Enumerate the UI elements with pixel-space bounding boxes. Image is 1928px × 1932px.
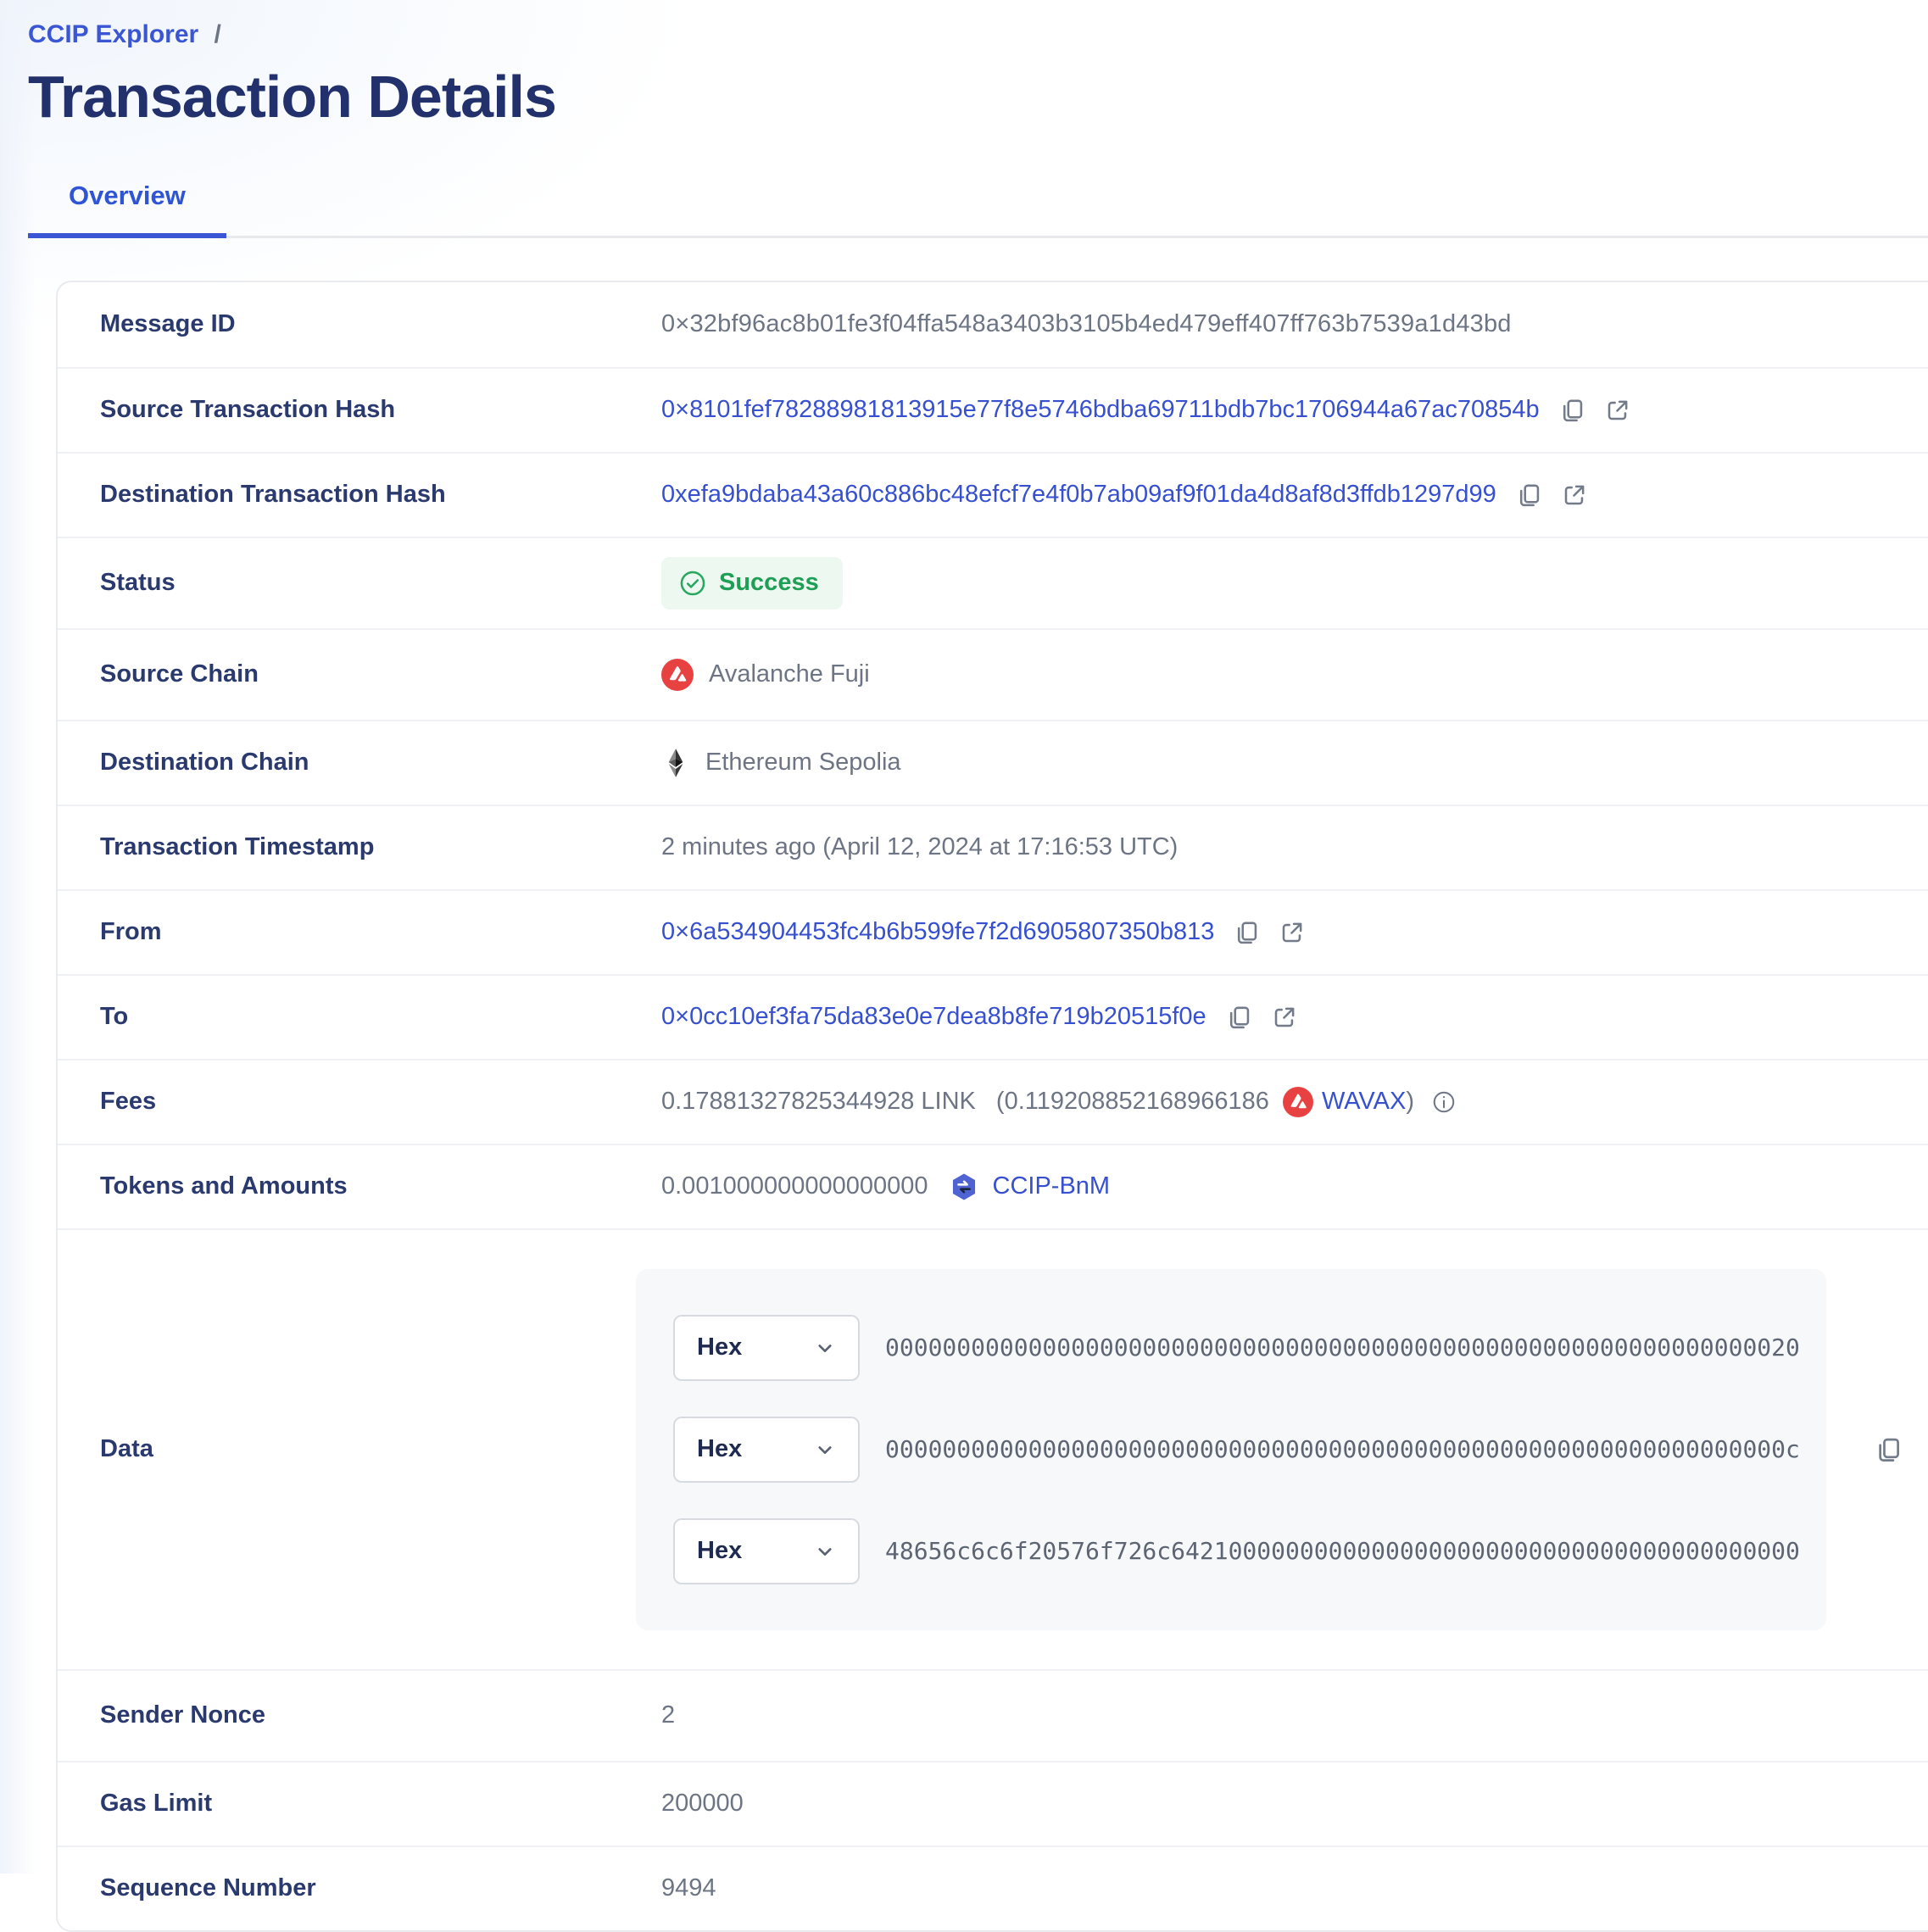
data-line: Hex 000000000000000000000000000000000000…: [673, 1314, 1800, 1381]
fees-close-paren: ): [1406, 1088, 1414, 1115]
data-hex-line: 48656c6c6f20576f726c64210000000000000000…: [885, 1537, 1800, 1565]
tab-bar: Overview: [28, 181, 1928, 238]
to-address-link[interactable]: 0×0cc10ef3fa75da83e0e7dea8b8fe719b20515f…: [661, 1003, 1206, 1030]
to-label: To: [100, 1003, 129, 1030]
external-link-icon[interactable]: [1271, 1004, 1298, 1031]
row-dest-chain: Destination Chain Ethereum Sepolia: [58, 719, 1928, 805]
breadcrumb: CCIP Explorer /: [28, 20, 1928, 49]
copy-icon[interactable]: [1515, 482, 1542, 509]
dest-tx-hash-link[interactable]: 0xefa9bdaba43a60c886bc48efcf7e4f0b7ab09a…: [661, 481, 1496, 508]
fees-wavax-amount: 0.119208852168966186: [1004, 1088, 1269, 1115]
copy-icon[interactable]: [1233, 919, 1260, 946]
ccip-bnm-token-icon: [949, 1172, 979, 1202]
breadcrumb-separator: /: [214, 20, 221, 48]
row-timestamp: Transaction Timestamp 2 minutes ago (Apr…: [58, 804, 1928, 889]
row-gas-limit: Gas Limit 200000: [58, 1760, 1928, 1846]
sequence-number-value: 9494: [661, 1874, 716, 1901]
row-message-id: Message ID 0×32bf96ac8b01fe3f04ffa548a34…: [58, 282, 1928, 367]
source-tx-hash-label: Source Transaction Hash: [100, 396, 396, 423]
external-link-icon[interactable]: [1604, 397, 1631, 424]
fees-link-amount: 0.17881327825344928 LINK: [661, 1088, 976, 1115]
row-source-chain: Source Chain Avalanche Fuji: [58, 627, 1928, 720]
dest-chain: Ethereum Sepolia: [661, 747, 901, 779]
external-link-icon[interactable]: [1279, 919, 1306, 946]
data-format-select[interactable]: Hex: [673, 1314, 860, 1381]
check-circle-icon: [678, 569, 707, 598]
data-hex-line: 0000000000000000000000000000000000000000…: [885, 1435, 1800, 1463]
transaction-details-card: Message ID 0×32bf96ac8b01fe3f04ffa548a34…: [56, 280, 1928, 1932]
status-value: Success: [719, 569, 819, 596]
token-amount-value: 0.001000000000000000: [661, 1172, 928, 1200]
from-address-link[interactable]: 0×6a534904453fc4b6b599fe7f2d6905807350b8…: [661, 918, 1215, 945]
sequence-number-label: Sequence Number: [100, 1874, 316, 1901]
fees-open-paren: (: [995, 1088, 1005, 1115]
row-data: Data Hex 0000000000000000000000000000000…: [58, 1228, 1928, 1669]
status-label: Status: [100, 569, 176, 596]
dest-tx-hash-label: Destination Transaction Hash: [100, 481, 446, 508]
ccip-bnm-token-link[interactable]: CCIP-BnM: [992, 1172, 1111, 1200]
copy-icon[interactable]: [1225, 1004, 1252, 1031]
dest-chain-value: Ethereum Sepolia: [705, 749, 901, 776]
from-label: From: [100, 918, 162, 945]
data-format-select[interactable]: Hex: [673, 1517, 860, 1584]
status-badge: Success: [661, 556, 843, 610]
source-chain-label: Source Chain: [100, 660, 259, 688]
row-tokens-amounts: Tokens and Amounts 0.001000000000000000 …: [58, 1143, 1928, 1228]
copy-icon[interactable]: [1558, 397, 1585, 424]
timestamp-label: Transaction Timestamp: [100, 833, 375, 860]
gas-limit-label: Gas Limit: [100, 1790, 213, 1817]
page-title: Transaction Details: [28, 64, 557, 130]
data-hex-line: 0000000000000000000000000000000000000000…: [885, 1333, 1800, 1361]
source-tx-hash-link[interactable]: 0×8101fef78288981813915e77f8e5746bdba697…: [661, 396, 1540, 423]
fees-label: Fees: [100, 1088, 157, 1115]
row-from: From 0×6a534904453fc4b6b599fe7f2d6905807…: [58, 888, 1928, 974]
fees-wavax-token-group: WAVAX): [1322, 1088, 1414, 1116]
row-status: Status Success: [58, 536, 1928, 628]
chevron-down-icon: [814, 1337, 836, 1359]
row-sender-nonce: Sender Nonce 2: [58, 1668, 1928, 1761]
breadcrumb-ccip-explorer-link[interactable]: CCIP Explorer: [28, 20, 199, 48]
data-format-label: Hex: [697, 1435, 743, 1462]
info-icon[interactable]: [1431, 1089, 1457, 1115]
message-id-label: Message ID: [100, 310, 236, 337]
tab-overview[interactable]: Overview: [28, 181, 226, 238]
data-label: Data: [100, 1435, 153, 1462]
copy-icon[interactable]: [1874, 1435, 1903, 1464]
tokens-amounts-label: Tokens and Amounts: [100, 1172, 348, 1200]
external-link-icon[interactable]: [1561, 482, 1588, 509]
message-id-value: 0×32bf96ac8b01fe3f04ffa548a3403b3105b4ed…: [661, 310, 1512, 337]
gas-limit-value: 200000: [661, 1790, 744, 1817]
row-fees: Fees 0.17881327825344928 LINK (0.1192088…: [58, 1058, 1928, 1144]
avalanche-icon: [661, 658, 694, 691]
wavax-token-link[interactable]: WAVAX: [1321, 1088, 1407, 1115]
wavax-avalanche-icon: [1282, 1086, 1313, 1117]
data-format-select[interactable]: Hex: [673, 1416, 860, 1483]
fees-wavax-group: (0.119208852168966186: [996, 1088, 1269, 1116]
data-line: Hex 48656c6c6f20576f726c6421000000000000…: [673, 1517, 1800, 1584]
row-to: To 0×0cc10ef3fa75da83e0e7dea8b8fe719b205…: [58, 973, 1928, 1059]
data-format-label: Hex: [697, 1333, 743, 1361]
chevron-down-icon: [814, 1540, 836, 1562]
ethereum-icon: [661, 747, 690, 779]
row-sequence-number: Sequence Number 9494: [58, 1845, 1928, 1930]
row-dest-tx-hash: Destination Transaction Hash 0xefa9bdaba…: [58, 451, 1928, 537]
chevron-down-icon: [814, 1439, 836, 1461]
data-hex-block: Hex 000000000000000000000000000000000000…: [636, 1268, 1826, 1630]
timestamp-value: 2 minutes ago (April 12, 2024 at 17:16:5…: [661, 833, 1179, 860]
data-format-label: Hex: [697, 1537, 743, 1564]
dest-chain-label: Destination Chain: [100, 749, 309, 776]
sender-nonce-value: 2: [661, 1701, 676, 1729]
data-line: Hex 000000000000000000000000000000000000…: [673, 1416, 1800, 1483]
source-chain-value: Avalanche Fuji: [709, 660, 870, 688]
row-source-tx-hash: Source Transaction Hash 0×8101fef7828898…: [58, 366, 1928, 452]
source-chain: Avalanche Fuji: [661, 658, 870, 691]
sender-nonce-label: Sender Nonce: [100, 1701, 265, 1729]
